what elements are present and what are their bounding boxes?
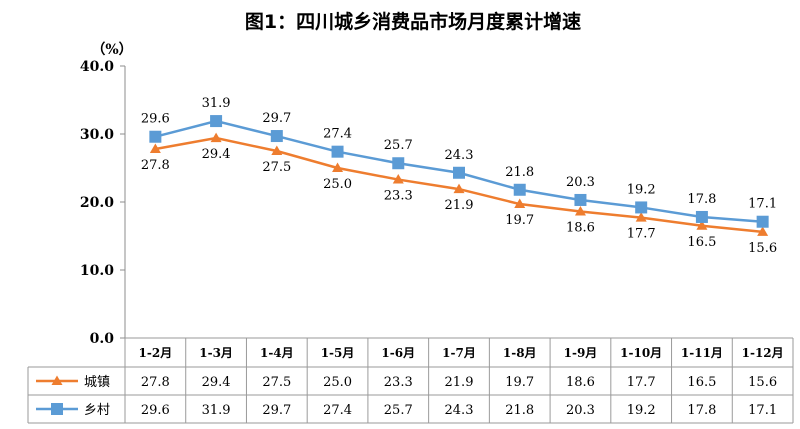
data-point bbox=[574, 193, 587, 206]
data-point bbox=[392, 157, 405, 170]
data-label: 21.9 bbox=[445, 198, 474, 213]
data-label: 16.5 bbox=[687, 235, 716, 250]
data-point bbox=[270, 130, 283, 143]
data-label: 25.0 bbox=[323, 177, 352, 192]
data-point bbox=[635, 212, 647, 222]
data-label: 17.7 bbox=[627, 227, 656, 242]
x-category-label: 1-2月 bbox=[139, 346, 173, 360]
x-category-label: 1-7月 bbox=[442, 346, 476, 360]
table-cell-value: 21.9 bbox=[445, 375, 474, 390]
table-cell-value: 27.8 bbox=[141, 375, 170, 390]
table-cell-value: 23.3 bbox=[384, 375, 413, 390]
y-tick-label: 10.0 bbox=[80, 263, 114, 279]
x-category-label: 1-12月 bbox=[742, 346, 784, 360]
data-label: 29.6 bbox=[141, 112, 170, 127]
data-point bbox=[392, 174, 404, 184]
y-tick-label: 20.0 bbox=[80, 195, 114, 211]
table-cell-value: 17.1 bbox=[748, 403, 777, 418]
table-cell-value: 27.5 bbox=[262, 375, 291, 390]
data-point bbox=[149, 130, 162, 143]
table-cell-value: 19.2 bbox=[627, 403, 656, 418]
data-point bbox=[756, 215, 769, 228]
data-point bbox=[331, 145, 344, 158]
data-point bbox=[514, 198, 526, 209]
data-label: 17.8 bbox=[687, 192, 716, 207]
table-cell-value: 17.7 bbox=[627, 375, 656, 390]
data-label: 27.8 bbox=[141, 158, 170, 173]
table-cell-value: 25.0 bbox=[323, 375, 352, 390]
data-point bbox=[513, 183, 526, 196]
table-cell-value: 16.5 bbox=[687, 375, 716, 390]
x-category-label: 1-5月 bbox=[321, 346, 355, 360]
table-cell-value: 29.7 bbox=[262, 403, 291, 418]
legend-label: 乡村 bbox=[84, 403, 110, 418]
table-cell-value: 17.8 bbox=[687, 403, 716, 418]
x-category-label: 1-8月 bbox=[503, 346, 537, 360]
data-point bbox=[695, 210, 708, 223]
y-tick-label: 0.0 bbox=[90, 331, 115, 347]
table-cell-value: 21.8 bbox=[505, 403, 534, 418]
data-point bbox=[149, 143, 161, 153]
data-label: 21.8 bbox=[505, 165, 534, 180]
table-cell-value: 18.6 bbox=[566, 375, 595, 390]
chart-title: 图1：四川城乡消费品市场月度累计增速 bbox=[245, 10, 581, 33]
data-label: 27.5 bbox=[262, 160, 291, 175]
x-category-label: 1-3月 bbox=[199, 346, 233, 360]
y-axis-unit: （%） bbox=[91, 42, 132, 58]
data-label: 23.3 bbox=[384, 189, 413, 204]
y-tick-label: 40.0 bbox=[80, 59, 114, 75]
data-label: 29.7 bbox=[262, 111, 291, 126]
table-cell-value: 27.4 bbox=[323, 403, 352, 418]
x-category-label: 1-4月 bbox=[260, 346, 294, 360]
data-label: 18.6 bbox=[566, 221, 595, 236]
table-cell-value: 25.7 bbox=[384, 403, 413, 418]
data-point bbox=[271, 145, 283, 155]
data-label: 25.7 bbox=[384, 138, 413, 153]
data-point bbox=[696, 220, 708, 230]
table-cell-value: 24.3 bbox=[445, 403, 474, 418]
data-label: 19.2 bbox=[627, 182, 656, 197]
data-point bbox=[757, 226, 769, 236]
data-label: 29.4 bbox=[202, 147, 231, 162]
table-cell-value: 29.6 bbox=[141, 403, 170, 418]
legend-marker bbox=[51, 403, 63, 415]
x-category-label: 1-9月 bbox=[564, 346, 598, 360]
data-point bbox=[574, 206, 586, 216]
data-point bbox=[453, 166, 465, 179]
data-label: 31.9 bbox=[202, 96, 231, 111]
data-point bbox=[453, 183, 465, 194]
table-cell-value: 19.7 bbox=[505, 375, 534, 390]
data-point bbox=[635, 201, 648, 214]
table-cell-value: 15.6 bbox=[748, 375, 777, 390]
data-label: 24.3 bbox=[445, 148, 474, 163]
data-point bbox=[210, 115, 223, 128]
plot-area: 0.0 10.0 20.0 30.0 40.0 1-2月 1-3月 1-4月 1-5月 1-6月 1… bbox=[27, 59, 794, 424]
data-label: 19.7 bbox=[505, 213, 534, 228]
data-label: 17.1 bbox=[748, 197, 777, 212]
legend-marker bbox=[51, 375, 63, 385]
x-category-label: 1-10月 bbox=[620, 346, 662, 360]
legend-label: 城镇 bbox=[84, 375, 110, 390]
data-label: 20.3 bbox=[566, 175, 595, 190]
data-label: 15.6 bbox=[748, 241, 777, 256]
x-category-label: 1-11月 bbox=[681, 346, 723, 360]
data-point bbox=[332, 162, 344, 172]
x-category-label: 1-6月 bbox=[381, 346, 415, 360]
data-label: 27.4 bbox=[323, 127, 352, 142]
data-point bbox=[210, 132, 222, 143]
table-cell-value: 31.9 bbox=[202, 403, 231, 418]
y-tick-label: 30.0 bbox=[80, 127, 114, 143]
table-cell-value: 20.3 bbox=[566, 403, 595, 418]
table-cell-value: 29.4 bbox=[202, 375, 231, 390]
